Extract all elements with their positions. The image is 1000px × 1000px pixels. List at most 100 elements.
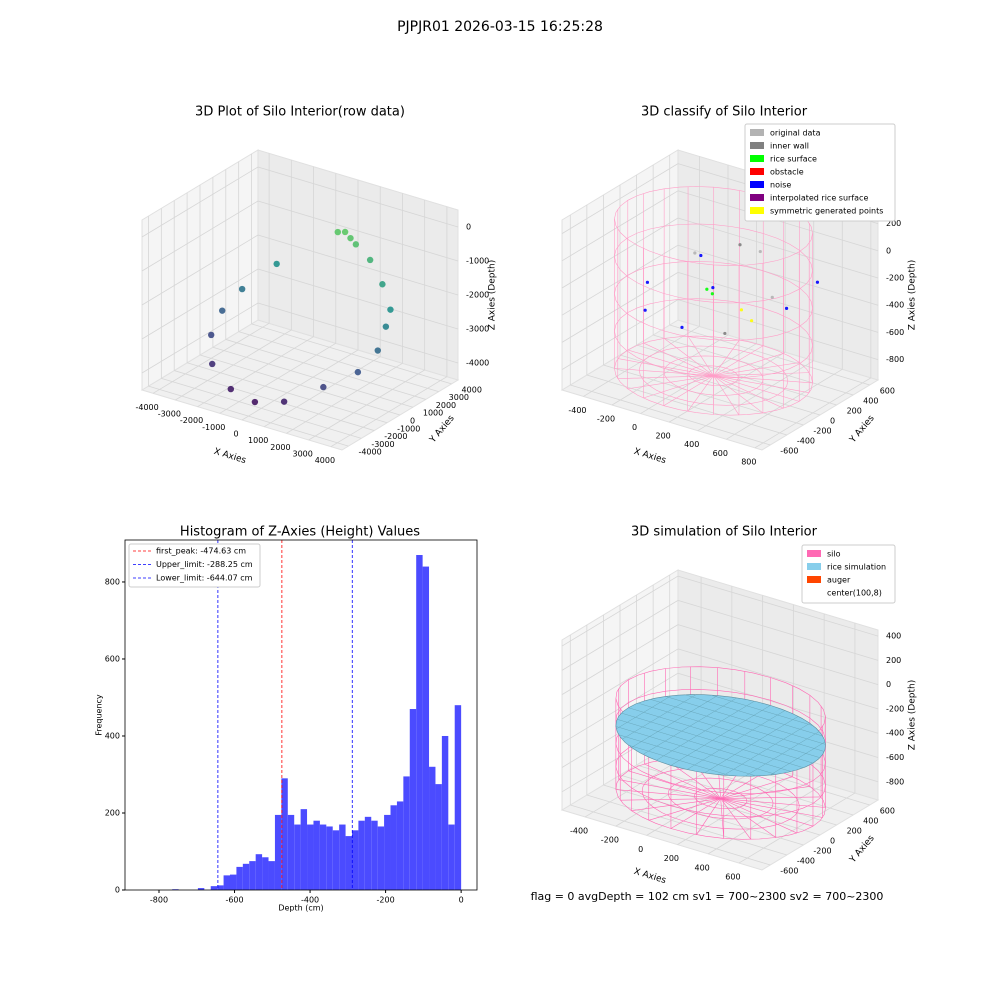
z-axis-label: Z Axies (Depth) (908, 260, 918, 331)
silo-floor-ring (663, 355, 764, 396)
z-tick-label: -2000 (466, 291, 489, 300)
silo-floor-ring (641, 767, 800, 830)
legend-swatch (807, 563, 821, 570)
rice-mesh (769, 741, 826, 776)
grid-line (141, 268, 259, 340)
y-tick-label: -4000 (358, 448, 381, 457)
x-tick-label: 3000 (292, 450, 312, 459)
z-tick-label: -800 (886, 355, 904, 364)
x-tick-label: 400 (695, 863, 710, 872)
grid-line (561, 648, 679, 720)
grid-line (586, 794, 787, 856)
grid-line (586, 374, 787, 436)
rice-mesh (723, 723, 810, 776)
x-tick-label: -1000 (202, 423, 225, 432)
data-point (723, 331, 727, 336)
histogram-bar (249, 861, 256, 890)
x-tick-label: 400 (684, 440, 699, 449)
grid-line (561, 299, 679, 370)
legend-label: Upper_limit: -288.25 cm (156, 560, 253, 569)
grid-line (677, 672, 879, 734)
rice-mesh (686, 710, 786, 770)
y-tick-label: 400 (105, 731, 120, 740)
histogram-bar (409, 709, 417, 890)
histogram-bar (390, 805, 397, 890)
grid-line (225, 339, 426, 400)
histogram-bar (229, 874, 237, 890)
z-tick-label: 200 (886, 656, 901, 665)
grid-line (561, 272, 679, 343)
legend-box (744, 123, 896, 222)
z-tick-label: -3000 (466, 325, 489, 334)
histogram-bar (403, 776, 410, 890)
histogram-bar (197, 888, 205, 890)
silo-floor-ring (688, 365, 739, 386)
y-tick-label: -1000 (397, 424, 420, 433)
histogram-bar (364, 816, 372, 890)
x-tick-label: 200 (664, 854, 679, 863)
grid-line (174, 370, 375, 431)
histogram-bar (448, 824, 455, 890)
x-tick-label: 0 (632, 423, 637, 432)
x-tick-label: -4000 (135, 403, 158, 412)
legend-swatch (750, 129, 764, 136)
z-tick-label: 400 (886, 632, 901, 641)
x-tick-label: 200 (656, 432, 671, 441)
grid-line (238, 331, 439, 393)
chart-title: 3D Plot of Silo Interior(row data) (195, 105, 405, 120)
y-tick-label: 0 (830, 417, 835, 426)
legend-label: symmetric generated points (770, 207, 883, 216)
y-tick-label: -400 (797, 857, 815, 866)
y-tick-label: 600 (105, 654, 120, 663)
data-point (273, 260, 280, 268)
grid-line (561, 217, 679, 289)
rice-mesh (637, 702, 821, 758)
z-axis-label: Z Axies (Depth) (488, 260, 498, 331)
status-footer: flag = 0 avgDepth = 102 cm sv1 = 700~230… (531, 890, 884, 903)
grid-line (212, 346, 414, 408)
legend-swatch (807, 576, 821, 583)
legend-label: interpolated rice surface (770, 194, 868, 203)
x-tick-label: -400 (301, 896, 319, 905)
grid-line (141, 302, 259, 374)
grid-line (257, 302, 459, 364)
histogram-bar (345, 836, 352, 890)
data-point (749, 319, 754, 323)
x-tick-label: -200 (601, 836, 619, 845)
legend-swatch (750, 181, 764, 188)
silo-floor-ring (638, 345, 789, 406)
legend-swatch (807, 550, 821, 557)
legend-label: Lower_limit: -644.07 cm (156, 574, 253, 583)
grid-line (561, 575, 679, 647)
z-tick-label: -200 (886, 274, 904, 283)
grid-line (677, 575, 879, 637)
grid-line (603, 364, 804, 426)
z-tick-label: 0 (466, 223, 471, 232)
data-point (784, 306, 789, 310)
y-axis-label: Y Axies (847, 413, 876, 445)
data-point (341, 228, 349, 236)
y-tick-label: -600 (780, 447, 798, 456)
grid-line (677, 648, 879, 710)
y-tick-label: 400 (863, 817, 878, 826)
z-tick-label: 200 (886, 219, 901, 228)
z-axis-label: Z Axies (Depth) (908, 680, 918, 751)
histogram-bar (223, 875, 230, 890)
silo-floor-ring (694, 787, 748, 810)
grid-line (677, 244, 879, 306)
z-tick-label: -400 (886, 301, 904, 310)
grid-line (186, 362, 388, 424)
data-point (758, 249, 762, 254)
y-tick-label: 1000 (423, 409, 443, 418)
histogram-bar (268, 861, 275, 890)
grid-line (257, 234, 459, 296)
histogram-bar (294, 824, 301, 890)
grid-line (570, 384, 771, 446)
grid-line (257, 268, 459, 330)
data-point (693, 251, 697, 255)
z-tick-label: -600 (886, 328, 904, 337)
histogram-bar (326, 826, 333, 890)
legend-label: rice simulation (827, 563, 886, 572)
x-tick-label: -400 (570, 826, 588, 835)
legend-label: center(100,8) (827, 589, 882, 598)
